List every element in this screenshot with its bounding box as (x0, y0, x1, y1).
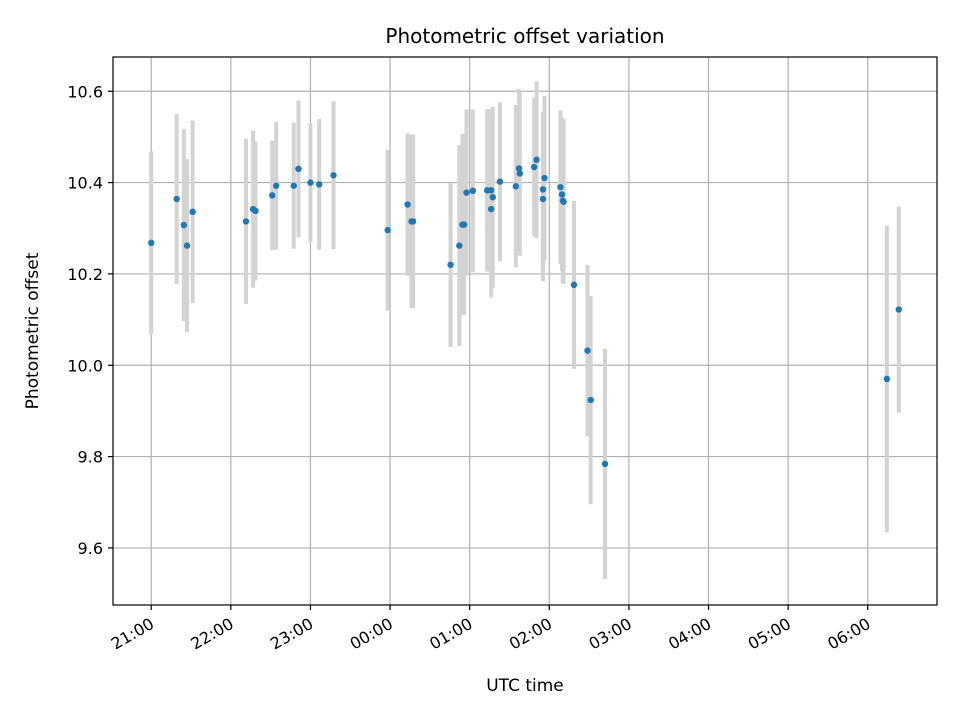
data-point (539, 186, 547, 193)
y-tick-label: 10.2 (67, 265, 103, 284)
y-tick-label: 10.0 (67, 356, 103, 375)
data-point (558, 191, 566, 198)
data-point (463, 189, 470, 196)
y-tick-label: 10.4 (67, 174, 103, 193)
data-point (404, 201, 411, 208)
data-point (409, 218, 417, 225)
data-point (601, 460, 609, 468)
data-point (530, 163, 538, 171)
data-points (148, 156, 902, 468)
data-point (584, 347, 591, 354)
data-point (148, 239, 155, 247)
data-point (883, 375, 891, 383)
data-point (295, 165, 302, 173)
data-point (189, 208, 196, 216)
data-point (315, 181, 323, 188)
data-point (469, 187, 477, 195)
x-axis-title: UTC time (486, 676, 564, 696)
data-point (487, 205, 495, 213)
data-point (269, 192, 276, 199)
data-point (290, 182, 297, 189)
y-axis-ticks: 9.6 9.8 10.0 10.2 10.4 10.6 (67, 82, 113, 558)
y-tick-label: 10.6 (67, 82, 103, 101)
data-point (570, 281, 578, 289)
data-point (496, 178, 504, 185)
data-point (180, 221, 188, 229)
data-point (512, 183, 520, 190)
grid-lines (113, 57, 937, 605)
data-point (515, 165, 523, 172)
data-point (557, 183, 564, 191)
data-point (489, 193, 496, 201)
plot-area-frame (112, 56, 938, 606)
data-point (487, 187, 495, 194)
y-axis-title: Photometric offset (23, 252, 43, 409)
data-point (460, 221, 468, 228)
data-point (539, 195, 547, 203)
data-point (183, 242, 191, 249)
data-point (173, 195, 180, 203)
y-tick-label: 9.6 (78, 539, 103, 558)
data-point (330, 172, 337, 179)
data-point (541, 174, 548, 182)
data-point (252, 207, 259, 215)
data-point (447, 261, 454, 268)
data-point (516, 170, 524, 177)
data-point (895, 306, 902, 313)
data-point (533, 156, 540, 163)
data-point (307, 179, 314, 186)
data-point (242, 218, 250, 225)
data-point (587, 396, 594, 404)
data-point (560, 198, 567, 205)
y-tick-label: 9.8 (78, 448, 103, 467)
data-point (273, 182, 280, 189)
data-point (456, 242, 463, 249)
data-point (384, 226, 391, 234)
chart-title: Photometric offset variation (385, 24, 664, 48)
